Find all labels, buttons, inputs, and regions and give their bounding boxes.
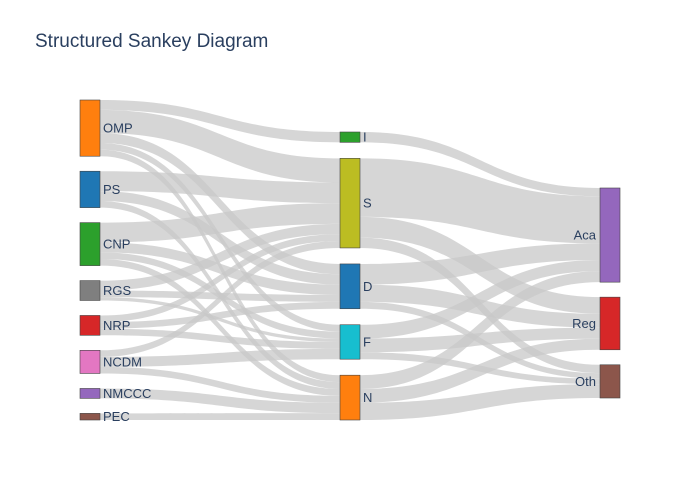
link-pec-to-n[interactable] xyxy=(100,413,340,420)
node-label-oth: Oth xyxy=(575,374,596,389)
node-label-d: D xyxy=(363,279,372,294)
link-omp-to-i[interactable] xyxy=(100,100,340,143)
node-ps[interactable] xyxy=(79,170,101,208)
link-n-to-oth[interactable] xyxy=(360,384,600,420)
node-d[interactable] xyxy=(339,263,361,310)
link-ps-to-s[interactable] xyxy=(100,171,340,204)
link-omp-to-s[interactable] xyxy=(100,109,340,183)
link-nmccc-to-n[interactable] xyxy=(100,388,340,414)
node-reg[interactable] xyxy=(599,296,621,351)
node-label-nmccc: NMCCC xyxy=(103,386,151,401)
node-ncdm[interactable] xyxy=(79,350,101,374)
link-d-to-aca[interactable] xyxy=(360,243,600,285)
node-i[interactable] xyxy=(339,131,361,143)
link-cnp-to-d[interactable] xyxy=(100,242,340,295)
node-cnp[interactable] xyxy=(79,222,101,266)
node-pec[interactable] xyxy=(79,413,101,421)
link-omp-to-d[interactable] xyxy=(100,133,340,275)
link-rgs-to-f[interactable] xyxy=(100,297,340,342)
node-label-s: S xyxy=(363,196,372,211)
link-ncdm-to-f[interactable] xyxy=(100,348,340,367)
link-nrp-to-d[interactable] xyxy=(100,301,340,329)
nodes-layer: OMP PS CNP RGS NRP NCDM NMCCC PEC I S D F N Aca Reg Oth xyxy=(79,99,621,424)
link-cnp-to-n[interactable] xyxy=(100,259,340,396)
link-nrp-to-s[interactable] xyxy=(100,234,340,323)
node-f[interactable] xyxy=(339,324,361,360)
link-f-to-reg[interactable] xyxy=(360,327,600,353)
node-label-aca: Aca xyxy=(574,228,597,243)
node-nmccc[interactable] xyxy=(79,388,101,399)
node-s[interactable] xyxy=(339,158,361,249)
node-label-ncdm: NCDM xyxy=(103,354,142,369)
link-s-to-aca[interactable] xyxy=(360,158,600,244)
link-i-to-aca[interactable] xyxy=(360,132,600,197)
links-layer xyxy=(100,100,600,420)
node-nrp[interactable] xyxy=(79,315,101,336)
node-label-n: N xyxy=(363,390,372,405)
link-ps-to-d[interactable] xyxy=(100,191,340,285)
node-n[interactable] xyxy=(339,374,361,421)
node-rgs[interactable] xyxy=(79,280,101,301)
link-f-to-aca[interactable] xyxy=(360,260,600,339)
link-ncdm-to-n[interactable] xyxy=(100,366,340,403)
node-label-reg: Reg xyxy=(572,316,596,331)
node-oth[interactable] xyxy=(599,364,621,399)
node-aca[interactable] xyxy=(599,187,621,283)
link-rgs-to-s[interactable] xyxy=(100,223,340,291)
node-label-cnp: CNP xyxy=(103,237,130,252)
link-n-to-reg[interactable] xyxy=(360,338,600,403)
link-n-to-aca[interactable] xyxy=(360,271,600,389)
link-cnp-to-s[interactable] xyxy=(100,203,340,243)
node-label-nrp: NRP xyxy=(103,318,130,333)
node-label-i: I xyxy=(363,130,367,145)
link-ncdm-to-s[interactable] xyxy=(100,241,340,357)
link-nrp-to-f[interactable] xyxy=(100,328,340,349)
node-label-pec: PEC xyxy=(103,409,130,424)
node-label-omp: OMP xyxy=(103,121,133,136)
node-omp[interactable] xyxy=(79,99,101,157)
node-label-rgs: RGS xyxy=(103,283,132,298)
chart-title: Structured Sankey Diagram xyxy=(35,31,269,52)
node-label-ps: PS xyxy=(103,182,121,197)
link-d-to-reg[interactable] xyxy=(360,284,600,328)
node-label-f: F xyxy=(363,334,371,349)
